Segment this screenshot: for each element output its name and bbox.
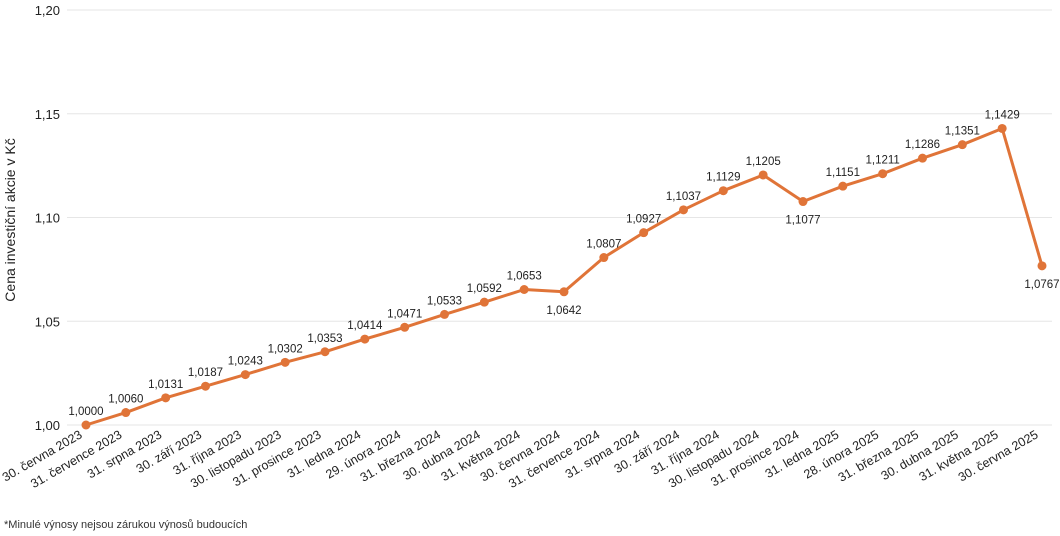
data-label: 1,0471 [387, 308, 422, 320]
data-point [559, 287, 569, 297]
data-label: 1,1351 [945, 126, 980, 138]
data-point [360, 334, 370, 344]
y-tick-label: 1,20 [35, 3, 60, 18]
data-point [81, 420, 91, 430]
y-tick-label: 1,10 [35, 211, 60, 226]
data-point [758, 170, 768, 180]
data-label: 1,0000 [68, 406, 103, 418]
data-label: 1,0927 [626, 214, 661, 226]
data-point [320, 347, 330, 357]
data-label: 1,1129 [706, 172, 740, 184]
data-label: 1,0187 [188, 367, 223, 379]
data-point [161, 393, 171, 403]
data-label: 1,1151 [826, 167, 860, 179]
y-axis-label: Cena investiční akcie v Kč [2, 138, 18, 301]
disclaimer-footnote: *Minulé výnosy nejsou zárukou výnosů bud… [4, 519, 248, 531]
data-point [440, 309, 449, 319]
data-point [798, 197, 808, 207]
data-point [1037, 261, 1047, 271]
data-label: 1,0533 [427, 295, 462, 307]
data-label: 1,0243 [228, 356, 263, 368]
data-point [997, 123, 1007, 133]
data-point [957, 140, 967, 150]
data-point [479, 297, 489, 307]
data-label: 1,0060 [108, 394, 143, 406]
data-point [679, 205, 688, 215]
data-label: 1,0302 [268, 343, 303, 355]
y-tick-label: 1,00 [35, 418, 60, 433]
data-points [81, 123, 1047, 430]
y-tick-label: 1,15 [35, 107, 60, 122]
data-point [838, 181, 848, 191]
data-label: 1,1037 [666, 191, 701, 203]
data-point [240, 370, 250, 380]
data-label: 1,0592 [467, 283, 502, 295]
data-point [121, 408, 131, 418]
data-label: 1,1429 [985, 109, 1020, 121]
data-label: 1,0131 [148, 379, 183, 391]
data-point [639, 228, 649, 238]
data-label: 1,1211 [866, 155, 900, 167]
data-label: 1,0414 [347, 320, 383, 332]
data-point [718, 186, 728, 196]
data-label: 1,0642 [546, 305, 581, 317]
data-point [400, 322, 410, 332]
data-labels: 1,0000 1,0060 1,0131 1,0187 1,0243 1,0302 1,03… [68, 109, 1059, 418]
data-point [201, 381, 210, 391]
data-point [599, 253, 609, 263]
grid-lines [67, 9, 1052, 426]
data-label: 1,0807 [586, 239, 621, 251]
data-label: 1,0767 [1024, 279, 1059, 291]
data-point [280, 357, 290, 367]
series-line [85, 127, 1044, 427]
data-label: 1,1205 [746, 156, 781, 168]
data-point [878, 169, 888, 179]
data-label: 1,0353 [307, 333, 342, 345]
data-point [519, 285, 529, 295]
y-axis-tick-labels: 1,00 1,05 1,10 1,15 1,20 [35, 3, 60, 433]
data-label: 1,0653 [507, 271, 542, 283]
data-point [918, 153, 927, 163]
data-label: 1,1286 [905, 139, 940, 151]
data-label: 1,1077 [785, 215, 820, 227]
y-tick-label: 1,05 [35, 314, 60, 329]
